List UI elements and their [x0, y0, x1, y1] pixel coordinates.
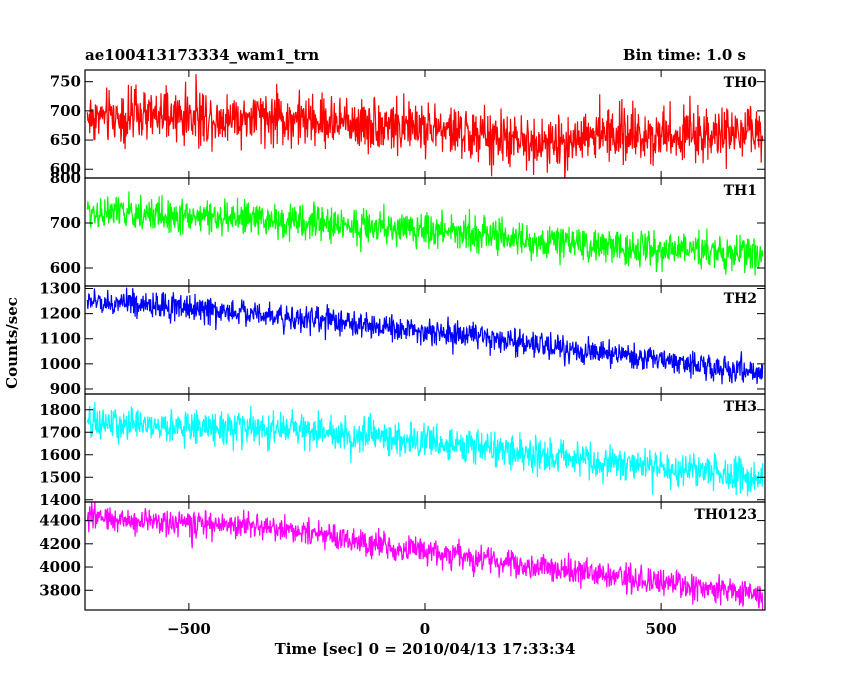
y-tick-label: 4400	[39, 512, 81, 530]
bin-time-label: Bin time: 1.0 s	[623, 46, 746, 64]
y-tick-label: 700	[50, 102, 81, 120]
y-tick-label: 600	[50, 259, 81, 277]
y-tick-label: 650	[50, 131, 81, 149]
series-th1-line	[86, 191, 764, 276]
panel-th0: 600 650 700 750 TH0	[50, 69, 766, 179]
panel-th3: 1400 1500 1600 1700 1800 TH3	[39, 393, 766, 509]
y-tick-label: 1000	[39, 355, 81, 373]
x-axis-label: Time [sec] 0 = 2010/04/13 17:33:34	[275, 640, 576, 658]
y-tick-label: 1500	[39, 468, 81, 486]
y-tick-label: 1400	[39, 491, 81, 509]
y-axis-label: Counts/sec	[3, 297, 21, 389]
y-tick-label: 1600	[39, 446, 81, 464]
series-th3-line	[86, 401, 764, 497]
x-tick-label: −500	[167, 620, 211, 638]
y-tick-label: 800	[50, 169, 81, 187]
panel-th0123: 3800 4000 4200 4400 TH0123	[39, 501, 766, 611]
y-tick-label: 1700	[39, 423, 81, 441]
y-tick-label: 750	[50, 73, 81, 91]
series-label: TH3	[724, 399, 757, 415]
series-th2-line	[86, 287, 764, 385]
series-label: TH1	[724, 183, 757, 199]
panel-th2: 900 1000 1100 1200 1300 TH2	[39, 280, 766, 398]
series-label: TH2	[724, 291, 757, 307]
y-tick-label: 900	[50, 380, 81, 398]
y-tick-label: 1100	[39, 330, 81, 348]
x-tick-label: 500	[645, 620, 676, 638]
y-tick-label: 600	[50, 160, 81, 178]
y-tick-label: 3800	[39, 581, 81, 599]
y-tick-label: 4200	[39, 535, 81, 553]
plot-title: ae100413173334_wam1_trn	[85, 46, 319, 64]
panels-group: 600 650 700 750 TH0 600 700 800 TH1 900 1000 1100 12…	[39, 69, 766, 638]
series-th0-line	[86, 74, 764, 178]
series-label: TH0	[724, 75, 758, 91]
panel-th1: 600 700 800 TH1	[50, 169, 766, 287]
y-tick-label: 1200	[39, 305, 81, 323]
y-tick-label: 4000	[39, 558, 81, 576]
y-tick-label: 1800	[39, 401, 81, 419]
y-tick-label: 700	[50, 214, 81, 232]
x-tick-label: 0	[420, 620, 430, 638]
y-tick-label: 1300	[39, 280, 81, 298]
series-label: TH0123	[694, 507, 757, 523]
series-th0123-line	[86, 502, 764, 610]
